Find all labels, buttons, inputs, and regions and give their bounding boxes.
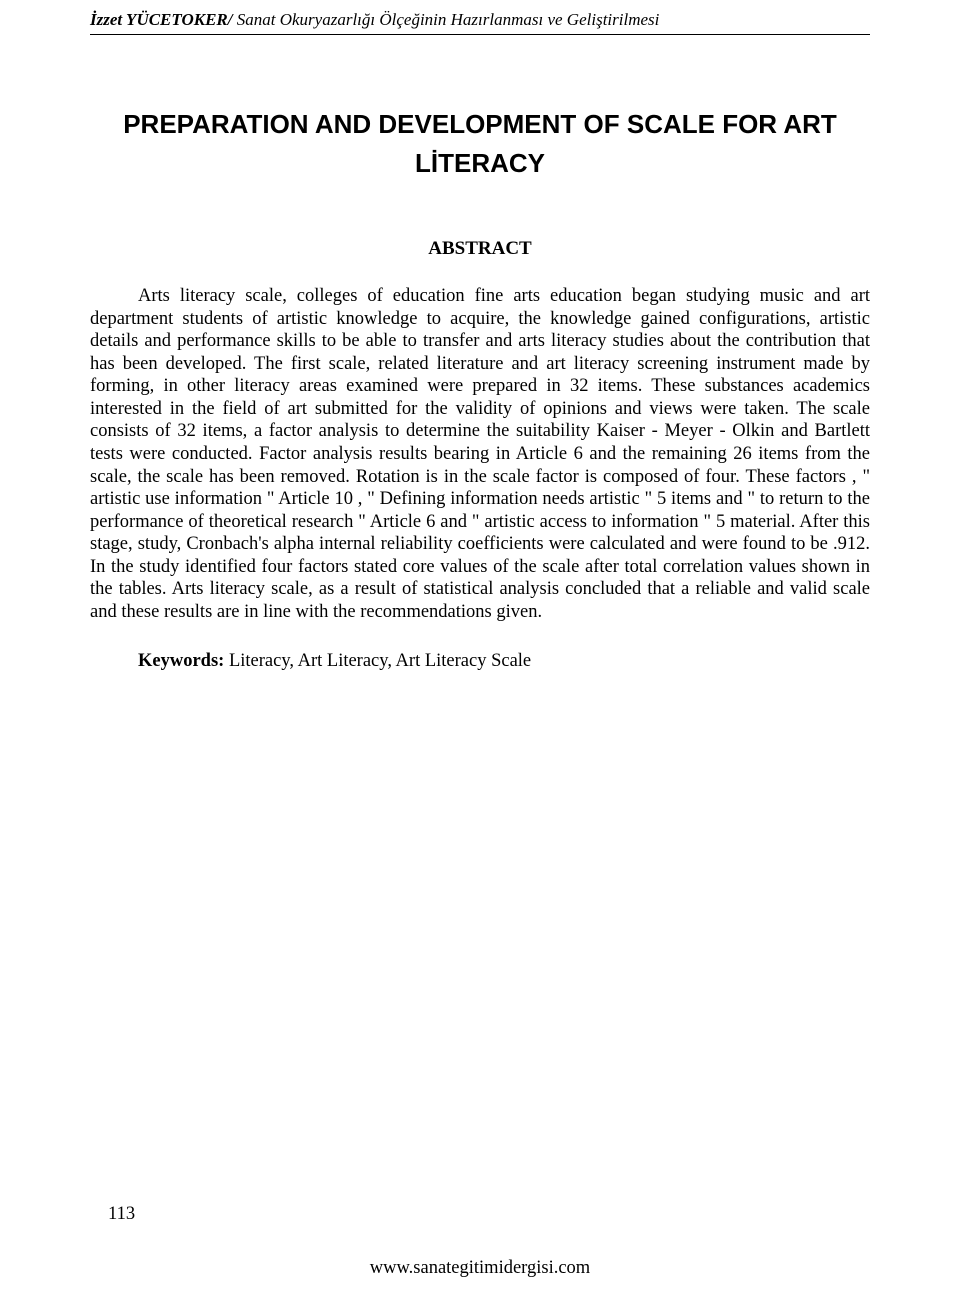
header-text: İzzet YÜCETOKER/ Sanat Okuryazarlığı Ölç… bbox=[90, 10, 659, 29]
keywords-line: Keywords: Literacy, Art Literacy, Art Li… bbox=[138, 651, 870, 672]
header-subtitle: Sanat Okuryazarlığı Ölçeğinin Hazırlanma… bbox=[233, 10, 660, 29]
article-title: PREPARATION AND DEVELOPMENT OF SCALE FOR… bbox=[90, 105, 870, 183]
abstract-body: Arts literacy scale, colleges of educati… bbox=[90, 285, 870, 623]
header-author: İzzet YÜCETOKER/ bbox=[90, 10, 233, 29]
abstract-heading: ABSTRACT bbox=[90, 238, 870, 260]
keywords-text: Literacy, Art Literacy, Art Literacy Sca… bbox=[229, 651, 531, 671]
keywords-label: Keywords: bbox=[138, 651, 229, 671]
footer-url: www.sanategitimidergisi.com bbox=[0, 1258, 960, 1279]
page-number: 113 bbox=[108, 1204, 135, 1225]
page-header: İzzet YÜCETOKER/ Sanat Okuryazarlığı Ölç… bbox=[90, 10, 870, 35]
